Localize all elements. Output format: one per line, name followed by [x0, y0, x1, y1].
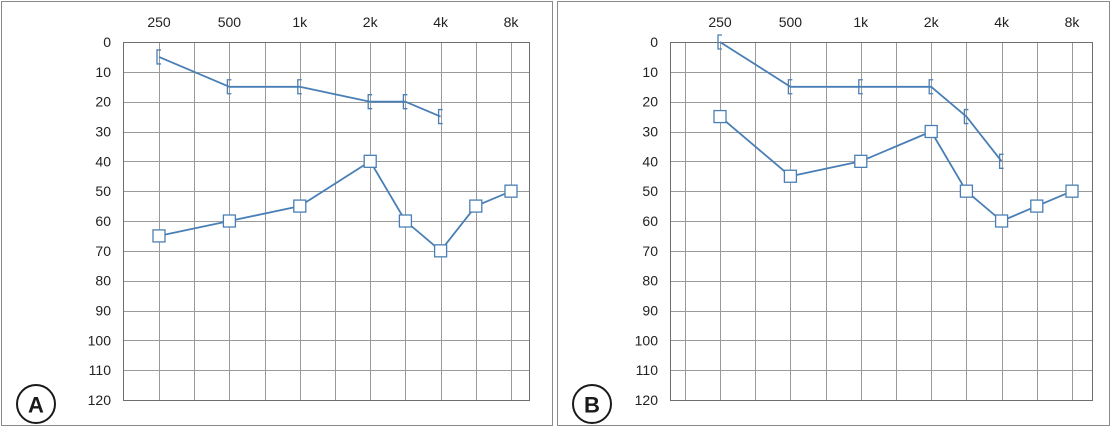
x-tick-label: 4k: [433, 14, 449, 30]
x-tick-label: 2k: [363, 14, 379, 30]
grid: [670, 42, 1092, 400]
panel-label: B: [584, 393, 600, 418]
y-tick-label: 10: [95, 64, 111, 80]
y-tick-label: 60: [642, 213, 658, 229]
y-tick-label: 20: [642, 94, 658, 110]
x-tick-label: 8k: [504, 14, 520, 30]
plot-area: [670, 42, 1093, 401]
x-tick-label: 250: [147, 14, 171, 30]
square-marker: [959, 184, 974, 198]
bracket-marker: [858, 79, 863, 95]
y-tick-label: 50: [95, 183, 111, 199]
series-bracket: [717, 34, 1004, 169]
square-marker: [398, 214, 413, 228]
panel-label-badge: A: [16, 384, 56, 424]
x-axis-ticks: 250 500 1k 2k 4k 8k: [708, 14, 1080, 30]
x-tick-label: 500: [779, 14, 803, 30]
y-tick-label: 90: [95, 303, 111, 319]
x-axis-ticks: 250 500 1k 2k 4k 8k: [147, 14, 519, 30]
square-marker: [783, 169, 798, 183]
x-tick-label: 1k: [292, 14, 308, 30]
series-square: [713, 109, 1079, 228]
square-marker: [222, 214, 237, 228]
bracket-marker: [998, 153, 1004, 169]
badge-circle: [572, 384, 612, 424]
series-bracket: [156, 49, 443, 125]
y-tick-label: 80: [642, 273, 658, 289]
bracket-marker: [717, 34, 722, 50]
y-tick-label: 110: [636, 362, 659, 378]
audiogram-panel-b: 250 500 1k 2k 4k 8k 0 10 20 30 40 50 60 70 80 90 100 110 1…: [557, 1, 1110, 426]
square-marker: [433, 244, 448, 258]
x-tick-label: 8k: [1065, 14, 1081, 30]
y-tick-label: 20: [95, 94, 111, 110]
square-marker: [469, 199, 483, 213]
grid: [123, 42, 529, 400]
y-tick-label: 90: [642, 303, 658, 319]
y-tick-label: 30: [95, 124, 111, 140]
x-tick-label: 4k: [994, 14, 1010, 30]
bracket-marker: [437, 108, 443, 125]
bracket-marker: [297, 79, 302, 95]
y-tick-label: 80: [95, 273, 111, 289]
series-square: [152, 154, 518, 258]
bracket-marker: [963, 108, 969, 125]
bracket-marker: [156, 49, 161, 65]
y-tick-label: 40: [95, 153, 111, 169]
square-marker: [713, 109, 727, 124]
square-marker: [994, 214, 1009, 228]
x-tick-label: 250: [708, 14, 732, 30]
bracket-marker: [367, 94, 373, 110]
y-axis-ticks: 0 10 20 30 40 50 60 70 80 90 100 110 120: [635, 34, 659, 408]
plot-area: [123, 42, 530, 401]
y-axis-ticks: 0 10 20 30 40 50 60 70 80 90 100 110 120: [88, 34, 112, 408]
square-marker: [504, 184, 518, 198]
square-marker: [293, 199, 307, 213]
series-line: [158, 56, 441, 118]
bracket-marker: [402, 94, 408, 110]
x-tick-label: 500: [218, 14, 242, 30]
square-marker: [152, 229, 166, 243]
y-tick-label: 0: [650, 34, 658, 50]
y-tick-label: 100: [88, 332, 112, 348]
bracket-marker: [226, 79, 232, 95]
y-tick-label: 70: [95, 243, 111, 259]
bracket-marker: [928, 79, 934, 95]
square-marker: [1030, 199, 1044, 213]
series-line: [719, 41, 1003, 162]
x-tick-label: 2k: [924, 14, 940, 30]
y-tick-label: 120: [635, 392, 659, 408]
square-marker: [363, 154, 377, 168]
y-tick-label: 100: [635, 332, 659, 348]
square-marker: [924, 124, 938, 139]
series-line: [158, 160, 512, 252]
badge-circle: [16, 384, 56, 424]
square-marker: [1065, 184, 1079, 198]
y-tick-label: 40: [642, 153, 658, 169]
y-tick-label: 30: [642, 124, 658, 140]
y-tick-label: 10: [642, 64, 658, 80]
panel-label: A: [28, 393, 44, 418]
y-tick-label: 0: [103, 34, 111, 50]
y-tick-label: 60: [95, 213, 111, 229]
audiogram-panel-a: 250 500 1k 2k 4k 8k 0 10 20 30 40 50 60 70 80 90 100 110 1…: [1, 1, 553, 426]
y-tick-label: 110: [89, 362, 112, 378]
x-tick-label: 1k: [853, 14, 869, 30]
square-marker: [854, 154, 868, 168]
panel-label-badge: B: [572, 384, 612, 424]
y-tick-label: 120: [88, 392, 112, 408]
y-tick-label: 70: [642, 243, 658, 259]
bracket-marker: [787, 79, 793, 95]
y-tick-label: 50: [642, 183, 658, 199]
